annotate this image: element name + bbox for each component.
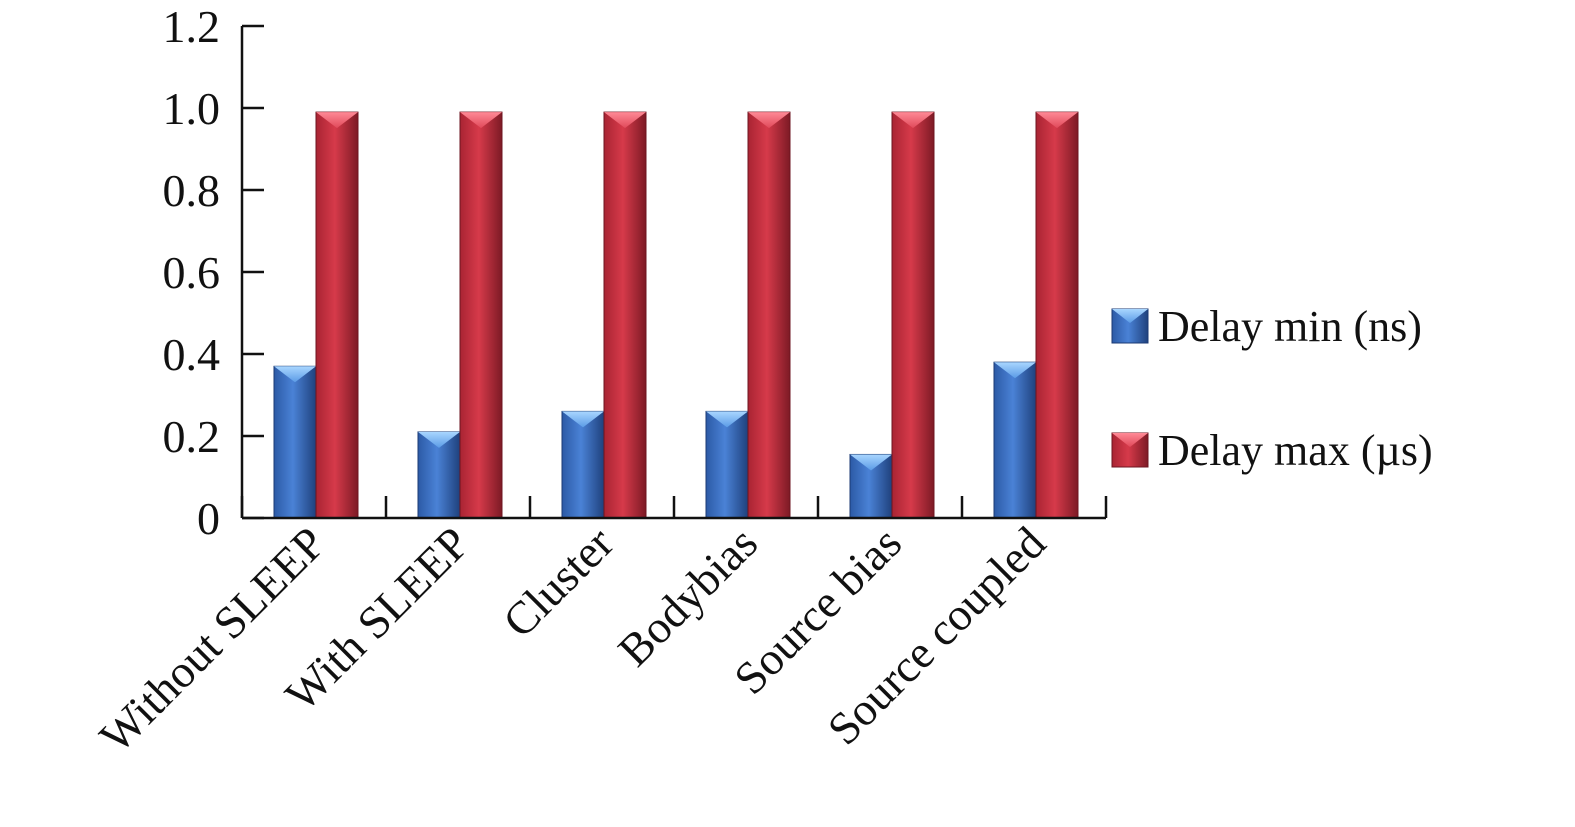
x-category-label: Without SLEEP [90,517,335,762]
bar-body [273,365,317,519]
y-tick-label: 0.8 [163,165,221,216]
bar-delay-min [273,365,317,519]
bar-delay-min [561,410,605,519]
bar-cap [1036,112,1078,129]
x-category-label: Cluster [493,517,623,647]
bar-cap [274,366,316,383]
bar-cap [706,411,748,428]
y-tick-label: 0.2 [163,411,221,462]
bar-delay-max [315,111,359,519]
bar-delay-min [417,431,461,519]
bar-body [315,111,359,519]
bar-delay-min [705,410,749,519]
bar-delay-max [459,111,503,519]
bar-body [891,111,935,519]
bar-body [705,410,749,519]
bar-cap [460,112,502,129]
bar-body [459,111,503,519]
bar-delay-max [747,111,791,519]
legend-swatch-cap [1112,433,1148,447]
bar-cap [604,112,646,129]
bars-group [273,111,1079,519]
bar-cap [892,112,934,129]
bar-body [747,111,791,519]
bar-delay-max [1035,111,1079,519]
bar-cap [850,454,892,471]
bar-body [603,111,647,519]
bar-cap [994,362,1036,379]
bar-cap [316,112,358,129]
bar-cap [748,112,790,129]
y-tick-label: 1.0 [163,83,221,134]
y-tick-label: 0.6 [163,247,221,298]
legend-swatch-cap [1112,309,1148,323]
bar-delay-max [891,111,935,519]
y-tick-label: 0.4 [163,329,221,380]
legend-label: Delay max (µs) [1158,426,1433,475]
bar-body [993,361,1037,519]
y-tick-label: 0 [197,493,220,544]
y-tick-label: 1.2 [163,1,221,52]
bar-body [1035,111,1079,519]
bar-delay-max [603,111,647,519]
bar-cap [418,431,460,448]
legend: Delay min (ns) Delay max (µs) [1111,302,1433,475]
legend-item-delay-min: Delay min (ns) [1111,302,1422,351]
legend-item-delay-max: Delay max (µs) [1111,426,1433,475]
y-axis-ticks: 0 0.2 0.4 0.6 0.8 1.0 1.2 [163,1,264,544]
bar-delay-min [849,453,893,519]
bar-delay-min [993,361,1037,519]
legend-label: Delay min (ns) [1158,302,1422,351]
bar-cap [562,411,604,428]
